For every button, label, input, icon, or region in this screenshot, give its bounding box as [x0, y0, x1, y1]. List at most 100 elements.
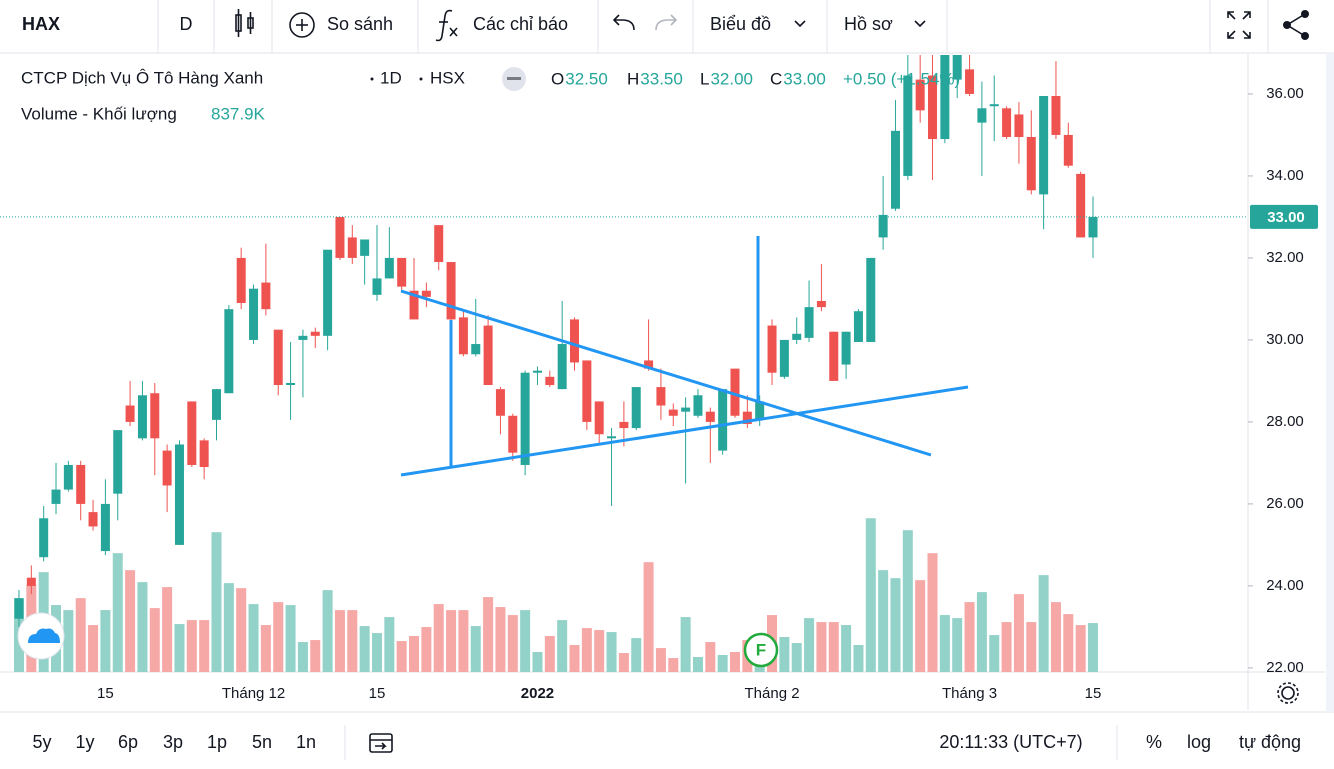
redo-icon[interactable] [655, 14, 678, 31]
candle-type-icon[interactable] [235, 9, 254, 37]
candle-body [137, 395, 147, 439]
candle-body [113, 430, 123, 494]
range-button[interactable]: 1p [207, 732, 227, 752]
candles [14, 55, 1098, 627]
change: +0.50 (+1.54%) [843, 69, 960, 88]
range-button[interactable]: 1n [296, 732, 316, 752]
candle-body [779, 339, 789, 377]
candle-body [866, 257, 876, 342]
share-icon[interactable] [1283, 10, 1309, 40]
candle-body [804, 307, 814, 338]
logo-icon [28, 628, 60, 643]
candle-body [644, 360, 654, 369]
x-tick-label: Tháng 2 [745, 685, 800, 702]
clock: 20:11:33 (UTC+7) [939, 732, 1082, 752]
volume-bar [865, 518, 876, 672]
range-button[interactable]: 1y [75, 732, 94, 752]
volume-bar [1075, 625, 1086, 672]
candle-body [39, 518, 49, 558]
interval[interactable]: D [180, 14, 193, 34]
fullscreen-icon[interactable] [1227, 11, 1251, 39]
y-tick-label: 24.00 [1266, 577, 1304, 594]
range-button[interactable]: 6p [118, 732, 138, 752]
scroll-strip [1326, 53, 1334, 712]
date-range-icon[interactable] [369, 733, 393, 753]
candle-body [582, 360, 592, 422]
volume-bar [952, 618, 963, 672]
scale-option[interactable]: tự động [1239, 732, 1301, 752]
candle-body [236, 257, 246, 304]
candle-body [76, 464, 86, 504]
volume-bar [791, 643, 802, 672]
chart-type-button[interactable]: Biểu đồ [710, 14, 771, 34]
candle-body [471, 344, 481, 355]
volume-bar [433, 604, 444, 672]
legend-interval: 1D [380, 68, 402, 87]
scale-option[interactable]: log [1187, 732, 1211, 752]
volume-bar [88, 625, 99, 672]
settings-icon[interactable] [1277, 682, 1299, 704]
volume-bar [112, 553, 123, 672]
volume-bar [260, 625, 271, 672]
volume-bar [668, 658, 679, 672]
candle-body [150, 393, 160, 439]
volume-bar [976, 592, 987, 672]
undo-icon[interactable] [612, 14, 635, 31]
x-tick-label: 15 [97, 685, 114, 702]
x-tick-label: Tháng 3 [942, 685, 997, 702]
ohlc-value: 33.00 [783, 69, 826, 88]
volume-bar [174, 624, 185, 672]
volume-bar [692, 656, 703, 672]
candle-body [952, 55, 962, 80]
volume-bar [520, 610, 531, 672]
compare-icon[interactable] [289, 12, 315, 38]
event-marker[interactable] [743, 632, 779, 668]
volume-bar [384, 617, 395, 672]
ohlc-key: H [627, 69, 639, 88]
range-button[interactable]: 5y [32, 732, 51, 752]
volume-bar [199, 620, 210, 672]
indicators-icon[interactable] [435, 9, 458, 42]
candle-body [421, 290, 431, 297]
candle-body [212, 389, 222, 420]
candle-body [310, 331, 320, 336]
volume-bar [211, 532, 222, 672]
candle-body [693, 395, 703, 416]
ohlc-value: 32.50 [565, 69, 608, 88]
candle-body [520, 372, 530, 465]
bottom-bar: 20:11:33 (UTC+7) 5y 1y 6p 3p 1p 5n 1n% log tự độ… [32, 725, 1301, 760]
indicators-button[interactable]: Các chỉ báo [473, 14, 568, 34]
ohlc-key: C [770, 69, 782, 88]
volume-bar [236, 588, 247, 672]
scale-option[interactable]: % [1146, 732, 1162, 752]
ohlc-key: O [551, 69, 564, 88]
candle-body [360, 239, 370, 256]
profile-button[interactable]: Hồ sơ [844, 14, 893, 34]
range-button[interactable]: 3p [163, 732, 183, 752]
candle-body [434, 225, 444, 263]
candle-body [1076, 173, 1086, 238]
volume-bar [828, 622, 839, 672]
volume-bar [273, 602, 284, 672]
y-tick-label: 26.00 [1266, 495, 1304, 512]
volume-bar [507, 615, 518, 672]
range-button[interactable]: 5n [252, 732, 272, 752]
volume-bar [594, 630, 605, 672]
volume-bar [322, 590, 333, 672]
candle-body [261, 282, 271, 310]
compare-button[interactable]: So sánh [327, 14, 393, 34]
volume-bar [779, 637, 790, 672]
symbol[interactable]: HAX [22, 14, 60, 34]
ohlc-key: L [700, 69, 709, 88]
candle-body [1026, 136, 1036, 191]
candle-body [162, 450, 172, 486]
volume-bar [581, 628, 592, 672]
volume-bar [717, 655, 728, 672]
candle-body [594, 401, 604, 435]
candle-body [409, 290, 419, 320]
legend-title: CTCP Dịch Vụ Ô Tô Hàng Xanh [21, 68, 263, 87]
volume-bar [446, 610, 457, 672]
candle-body [607, 436, 617, 439]
